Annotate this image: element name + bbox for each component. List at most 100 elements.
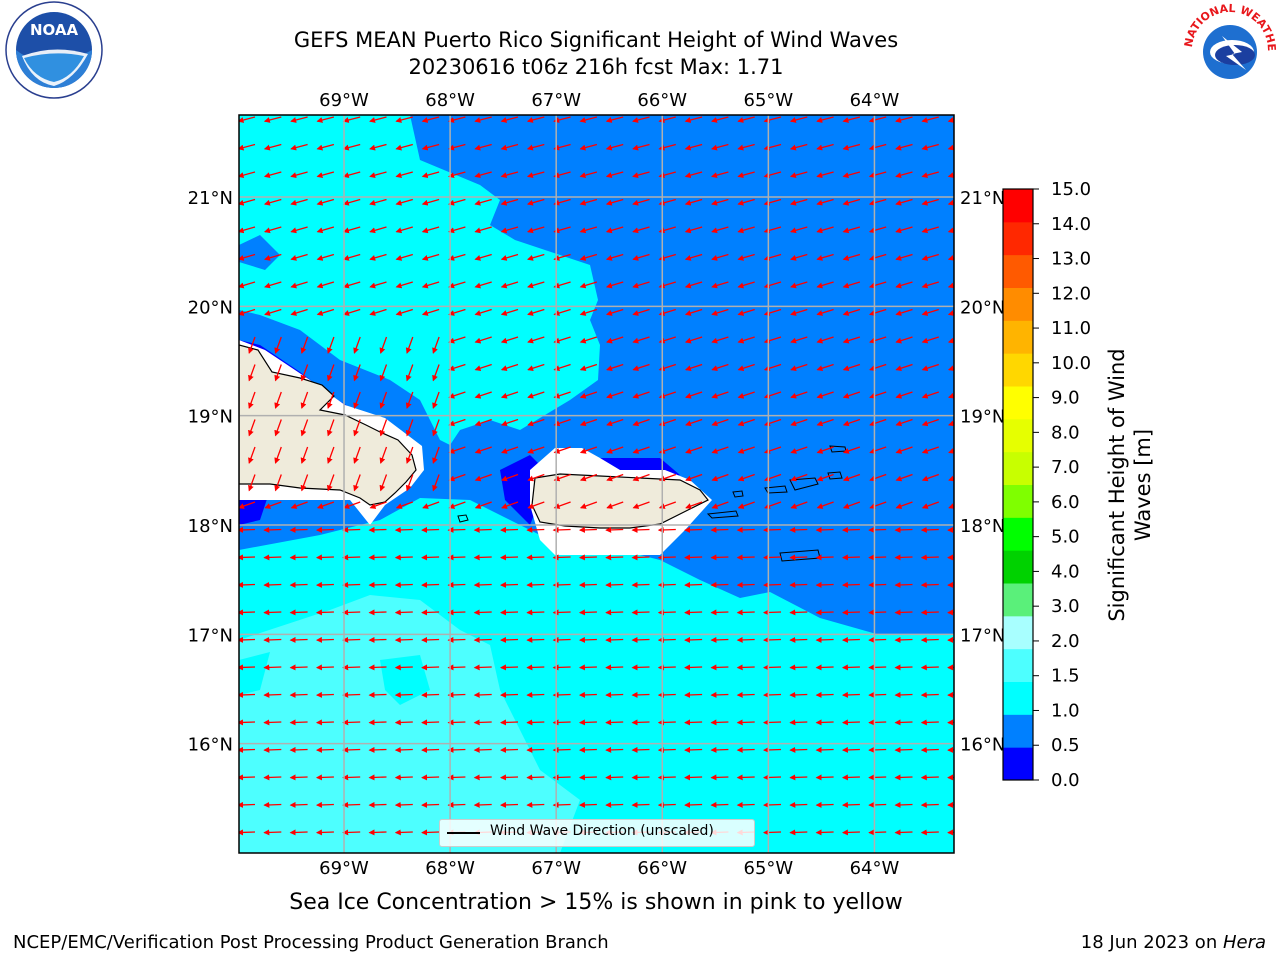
wave-direction-arrow [632, 116, 650, 123]
wave-direction-arrow [300, 364, 309, 382]
wave-direction-arrow [684, 719, 703, 726]
wave-direction-arrow [947, 282, 954, 289]
wave-direction-arrow [920, 609, 939, 616]
colorbar-segment [1003, 615, 1033, 650]
wave-direction-arrow [868, 526, 887, 533]
wave-direction-arrow [921, 308, 939, 316]
wave-direction-arrow [500, 418, 519, 427]
wave-direction-arrow [736, 664, 755, 671]
wave-direction-arrow [342, 664, 361, 671]
wave-direction-arrow [710, 691, 729, 698]
wave-direction-arrow [684, 308, 703, 316]
wave-direction-arrow [606, 391, 624, 399]
colorbar-tick-label: 8.0 [1051, 422, 1080, 443]
wave-direction-arrow [473, 746, 492, 753]
wave-direction-arrow [473, 774, 492, 781]
lat-label-left: 20°N [188, 297, 233, 318]
wave-direction-arrow [632, 473, 650, 482]
colorbar-segment [1003, 550, 1033, 584]
wave-direction-arrow [578, 719, 597, 726]
lon-label-top: 67°W [531, 90, 581, 111]
wave-direction-arrow [447, 609, 466, 616]
wave-direction-arrow [684, 581, 703, 588]
wave-direction-arrow [947, 310, 954, 316]
wave-direction-arrow [920, 636, 939, 643]
wave-direction-arrow [947, 117, 954, 123]
wave-direction-arrow [474, 418, 492, 427]
wave-direction-arrow [290, 116, 308, 123]
wave-direction-arrow [789, 198, 808, 206]
wave-direction-arrow [895, 226, 913, 234]
wave-direction-arrow [369, 226, 387, 234]
wave-direction-arrow [342, 226, 361, 234]
wave-direction-arrow [711, 336, 729, 344]
wave-direction-arrow [737, 171, 755, 179]
wave-direction-arrow [263, 609, 282, 616]
wave-direction-arrow [526, 226, 545, 234]
wave-direction-arrow [948, 420, 954, 427]
wave-direction-arrow [579, 308, 598, 316]
wave-direction-arrow [710, 554, 729, 561]
wave-direction-arrow [895, 281, 913, 289]
wave-direction-arrow [316, 116, 335, 123]
wave-direction-arrow [447, 801, 466, 808]
wave-direction-arrow [369, 281, 387, 289]
wave-direction-arrow [632, 281, 650, 289]
wave-direction-arrow [421, 691, 440, 698]
wave-direction-arrow [948, 392, 954, 399]
wave-direction-arrow [684, 801, 703, 808]
wave-direction-arrow [632, 171, 650, 179]
map-legend: Wind Wave Direction (unscaled) [439, 819, 755, 847]
puerto-rico-land [531, 473, 709, 529]
wave-direction-arrow [501, 501, 519, 509]
wave-direction-arrow [316, 143, 335, 151]
wave-direction-arrow [353, 474, 361, 492]
wave-direction-arrow [684, 281, 703, 289]
wave-direction-arrow [869, 473, 887, 482]
wave-direction-arrow [920, 526, 939, 533]
wave-direction-arrow [710, 636, 729, 643]
wave-direction-arrow [394, 664, 413, 671]
wave-direction-arrow [763, 554, 782, 561]
wave-direction-arrow [500, 143, 519, 151]
wave-direction-arrow [790, 501, 808, 509]
wave-direction-arrow [473, 719, 492, 726]
wave-direction-arrow [369, 198, 387, 206]
wave-direction-arrow [710, 609, 729, 616]
wave-direction-arrow [789, 116, 808, 123]
wave-direction-arrow [553, 308, 571, 316]
wave-direction-arrow [736, 636, 755, 643]
wave-direction-arrow [421, 609, 440, 616]
wave-direction-arrow [763, 143, 782, 151]
wave-direction-arrow [631, 691, 650, 698]
wave-direction-arrow [326, 446, 335, 464]
wave-direction-arrow [342, 829, 361, 836]
wave-direction-arrow [289, 829, 308, 836]
colorbar-tick-label: 7.0 [1051, 457, 1080, 478]
wave-direction-arrow [421, 581, 440, 588]
wave-direction-arrow [763, 116, 782, 123]
colorbar-tick-label: 1.5 [1051, 666, 1080, 687]
wave-direction-arrow [553, 363, 571, 372]
wave-direction-arrow [947, 227, 954, 234]
colorbar-tick-label: 11.0 [1051, 318, 1091, 339]
wave-direction-arrow [500, 609, 519, 616]
wave-direction-arrow [239, 253, 256, 261]
wave-direction-arrow [789, 719, 808, 726]
lat-label-left: 17°N [188, 625, 233, 646]
wave-direction-arrow [947, 255, 954, 261]
wave-direction-arrow [500, 746, 519, 753]
wave-direction-arrow [263, 116, 282, 123]
wave-direction-arrow [657, 609, 676, 616]
wave-direction-arrow [448, 336, 466, 344]
wave-direction-arrow [526, 801, 545, 808]
wave-direction-arrow [711, 363, 729, 372]
colorbar-segment [1003, 189, 1033, 223]
wave-direction-arrow [710, 664, 729, 671]
wave-direction-arrow [868, 253, 887, 261]
wave-direction-arrow [300, 391, 309, 409]
wave-direction-arrow [421, 281, 440, 289]
wave-direction-arrow [342, 253, 361, 261]
wave-direction-arrow [239, 281, 256, 289]
wave-direction-arrow [868, 226, 887, 234]
